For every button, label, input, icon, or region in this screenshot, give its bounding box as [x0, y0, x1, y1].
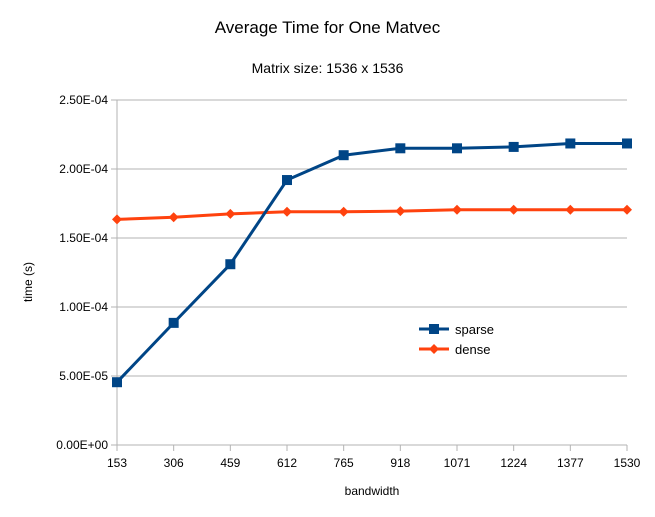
- data-point-sparse: [565, 138, 576, 149]
- data-point-sparse: [282, 175, 292, 186]
- data-point-dense: [282, 206, 292, 217]
- data-point-dense: [565, 204, 576, 215]
- data-point-dense: [168, 212, 179, 223]
- y-axis-label: time (s): [21, 262, 35, 302]
- legend-label-dense: dense: [455, 342, 490, 357]
- y-tick-label: 2.00E-04: [59, 162, 108, 176]
- axes: 0.00E+00 5.00E-05 1.00E-04 1.50E-04 2.00E-04…: [56, 93, 640, 470]
- x-axis-label: bandwidth: [345, 484, 400, 498]
- legend-item-sparse: sparse: [419, 322, 494, 337]
- data-point-sparse: [225, 259, 236, 270]
- legend: sparse dense: [419, 322, 494, 357]
- legend-marker-dense: [429, 344, 439, 354]
- legend-item-dense: dense: [419, 342, 490, 357]
- data-point-dense: [338, 206, 349, 217]
- legend-label-sparse: sparse: [455, 322, 494, 337]
- data-point-dense: [508, 204, 519, 215]
- data-point-dense: [225, 208, 236, 219]
- x-tick-label: 459: [220, 456, 240, 470]
- x-tick-label: 1224: [500, 456, 527, 470]
- x-tick-label: 1071: [444, 456, 471, 470]
- data-point-sparse: [395, 143, 406, 154]
- chart-subtitle: Matrix size: 1536 x 1536: [251, 60, 404, 76]
- y-tick-label: 1.00E-04: [59, 300, 108, 314]
- data-point-dense: [622, 204, 632, 215]
- series-line-dense: [116, 208, 627, 221]
- series-line-sparse: [115, 141, 627, 384]
- x-tick-label: 1377: [557, 456, 584, 470]
- series-layer: [112, 138, 632, 388]
- data-point-sparse: [508, 141, 519, 152]
- x-tick-label: 1530: [614, 456, 641, 470]
- x-tick-label: 918: [390, 456, 410, 470]
- data-point-sparse: [338, 150, 349, 161]
- series-dense: [112, 204, 632, 225]
- y-tick-label: 2.50E-04: [59, 93, 108, 107]
- x-tick-label: 765: [334, 456, 354, 470]
- y-tick-label: 0.00E+00: [56, 438, 108, 452]
- x-tick-label: 153: [107, 456, 127, 470]
- x-tick-label: 306: [164, 456, 184, 470]
- data-point-dense: [395, 206, 406, 217]
- data-point-dense: [112, 214, 122, 225]
- data-point-dense: [452, 204, 462, 215]
- chart-title: Average Time for One Matvec: [214, 18, 441, 37]
- data-point-sparse: [168, 317, 179, 328]
- y-tick-label: 5.00E-05: [59, 369, 108, 383]
- series-sparse: [112, 138, 632, 388]
- data-point-sparse: [452, 143, 462, 154]
- x-tick-label: 612: [277, 456, 297, 470]
- data-point-sparse: [622, 138, 632, 149]
- legend-marker-sparse: [429, 324, 439, 334]
- data-point-sparse: [112, 377, 122, 388]
- y-tick-label: 1.50E-04: [59, 231, 108, 245]
